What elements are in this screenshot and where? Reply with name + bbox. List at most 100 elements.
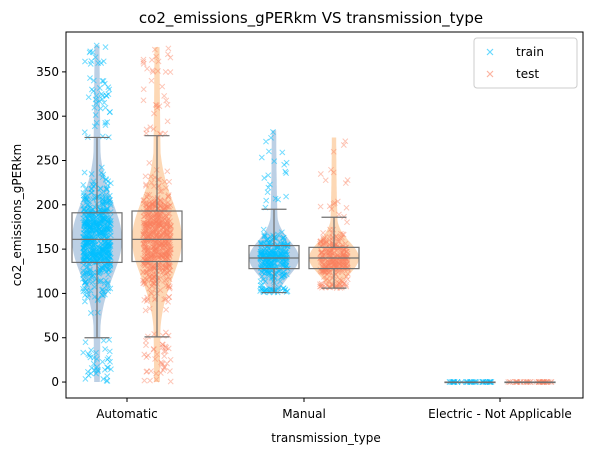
scatter-point — [148, 251, 155, 258]
scatter-point — [323, 248, 330, 255]
scatter-point — [148, 209, 155, 216]
scatter-point — [150, 252, 157, 258]
scatter-point — [144, 250, 151, 257]
scatter-point — [153, 225, 160, 232]
scatter-point — [100, 376, 107, 382]
scatter-point — [334, 266, 341, 273]
scatter-point — [103, 263, 110, 270]
scatter-point — [322, 177, 329, 184]
scatter-point — [279, 149, 286, 156]
scatter-point — [326, 266, 333, 273]
scatter-point — [83, 254, 89, 261]
scatter-point — [143, 257, 150, 264]
scatter-point — [97, 278, 104, 285]
scatter-point — [152, 247, 159, 254]
scatter-point — [258, 246, 265, 253]
scatter-point — [150, 346, 157, 353]
x-tick-label: Electric - Not Applicable — [428, 407, 572, 421]
scatter-point — [102, 122, 109, 129]
scatter-point — [95, 295, 102, 302]
scatter-point — [144, 268, 151, 275]
scatter-point — [82, 285, 89, 292]
scatter-point — [164, 269, 171, 276]
scatter-point — [147, 221, 154, 227]
scatter-point — [344, 259, 351, 266]
scatter-point — [141, 279, 148, 286]
scatter-point — [80, 181, 87, 188]
scatter-point — [82, 339, 89, 346]
scatter-point — [143, 130, 150, 137]
scatter-point — [164, 168, 171, 175]
scatter-point — [320, 229, 327, 236]
chart-title: co2_emissions_gPERkm VS transmission_typ… — [139, 9, 483, 28]
scatter-point — [91, 123, 98, 130]
scatter-point — [160, 209, 167, 215]
scatter-point — [343, 273, 350, 280]
scatter-point — [158, 247, 165, 254]
scatter-point — [323, 277, 329, 284]
scatter-point — [329, 259, 336, 266]
scatter-point — [157, 370, 164, 376]
scatter-point — [166, 224, 173, 231]
box-train — [248, 208, 300, 294]
scatter-point — [319, 249, 325, 255]
scatter-point — [336, 238, 343, 245]
scatter-point — [140, 86, 147, 93]
scatter-point — [161, 229, 168, 236]
scatter-point — [91, 245, 97, 252]
scatter-point — [150, 264, 157, 271]
scatter-point — [151, 247, 158, 254]
scatter-point — [149, 265, 155, 272]
scatter-point — [261, 175, 268, 181]
scatter-point — [331, 262, 338, 269]
scatter-point — [156, 254, 163, 261]
scatter-point — [340, 281, 347, 287]
scatter-point — [280, 272, 287, 279]
scatter-point — [153, 102, 160, 109]
scatter-point — [155, 58, 162, 65]
scatter-point — [140, 232, 147, 239]
scatter-point — [321, 269, 328, 275]
scatter-point — [330, 169, 337, 176]
scatter-point — [278, 229, 285, 236]
scatter-point — [95, 278, 102, 285]
scatter-point — [159, 222, 165, 228]
scatter-point — [324, 258, 331, 264]
box-test — [308, 216, 360, 289]
scatter-point — [142, 337, 149, 344]
scatter-point — [86, 268, 93, 275]
scatter-point — [343, 255, 350, 262]
scatter-point — [320, 240, 327, 247]
scatter-point — [86, 278, 93, 284]
scatter-point — [107, 358, 113, 365]
scatter-point — [282, 251, 289, 258]
y-tick-label: 350 — [36, 65, 59, 79]
scatter-point — [105, 364, 112, 371]
scatter-point — [160, 230, 167, 237]
scatter-point — [167, 230, 174, 237]
scatter-point — [151, 221, 158, 228]
scatter-point — [327, 261, 334, 268]
scatter-point — [154, 68, 161, 74]
scatter-point — [90, 228, 96, 234]
scatter-point — [157, 242, 164, 249]
scatter-point — [342, 255, 349, 262]
scatter-point — [142, 307, 149, 314]
scatter-point — [162, 252, 169, 259]
scatter-point — [145, 211, 151, 218]
scatter-point — [167, 69, 174, 76]
scatter-point — [152, 219, 159, 226]
scatter-point — [155, 199, 161, 206]
scatter-point — [143, 222, 150, 229]
x-axis-label: transmission_type — [271, 431, 380, 445]
scatter-point — [153, 211, 160, 218]
scatter-point — [344, 177, 351, 184]
scatter-point — [330, 250, 337, 257]
scatter-point — [163, 97, 170, 104]
scatter-point — [80, 245, 87, 252]
scatter-point — [155, 254, 162, 261]
scatter-point — [344, 250, 351, 257]
scatter-point — [317, 239, 324, 245]
scatter-point — [154, 201, 161, 208]
scatter-point — [164, 221, 171, 228]
